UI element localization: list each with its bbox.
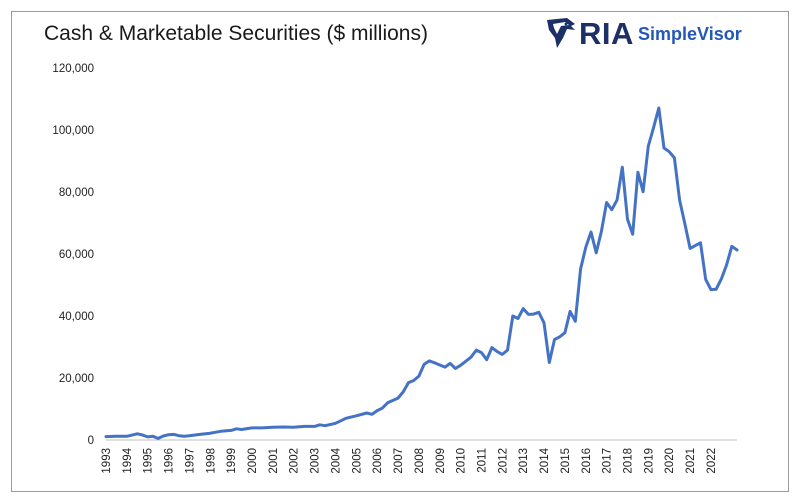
- x-tick-label: 2016: [581, 448, 593, 474]
- brand-logo: RIA SimpleVisor: [545, 16, 745, 52]
- y-tick-label: 60,000: [59, 249, 94, 261]
- x-tick-label: 2002: [289, 448, 301, 474]
- x-tick-label: 2019: [643, 448, 655, 474]
- x-tick-label: 2001: [268, 448, 280, 474]
- x-tick-label: 2010: [456, 448, 468, 474]
- x-tick-label: 2007: [393, 448, 405, 474]
- x-tick-label: 1998: [205, 448, 217, 474]
- x-tick-label: 2020: [664, 448, 676, 474]
- y-tick-label: 40,000: [59, 311, 94, 323]
- series-layer: [104, 106, 739, 440]
- x-tick-label: 2013: [518, 448, 530, 474]
- y-tick-label: 0: [88, 435, 94, 447]
- y-tick-label: 100,000: [52, 125, 94, 137]
- x-tick-label: 2008: [414, 448, 426, 474]
- x-tick-label: 1993: [101, 448, 113, 474]
- x-tick-label: 1997: [184, 448, 196, 474]
- x-tick-label: 1994: [122, 447, 134, 473]
- x-tick-label: 2000: [247, 448, 259, 474]
- x-axis: 1993 1994 1995 1996 1997 1998 1999 2000 2001 2002…: [101, 447, 718, 473]
- x-tick-label: 2014: [539, 447, 551, 473]
- x-tick-label: 2006: [372, 448, 384, 474]
- logo-simplevisor-text: SimpleVisor: [638, 24, 742, 44]
- x-tick-label: 2017: [602, 448, 614, 474]
- x-tick-label: 2015: [560, 448, 572, 474]
- y-axis: 0 20,000 40,000 60,000 80,000 100,000 120,000: [52, 63, 94, 447]
- x-tick-label: 1995: [143, 448, 155, 474]
- series-line: [104, 106, 739, 440]
- logo-ria-text: RIA: [579, 16, 634, 51]
- y-tick-label: 120,000: [52, 63, 94, 75]
- x-tick-label: 2012: [497, 448, 509, 474]
- x-tick-label: 2009: [435, 448, 447, 474]
- chart-title: Cash & Marketable Securities ($ millions…: [44, 22, 428, 45]
- x-tick-label: 1996: [164, 448, 176, 474]
- x-tick-label: 2018: [622, 448, 634, 474]
- y-tick-label: 20,000: [59, 373, 94, 385]
- x-tick-label: 2021: [685, 448, 697, 474]
- y-tick-label: 80,000: [59, 187, 94, 199]
- eagle-head-icon: [547, 18, 575, 48]
- x-tick-label: 2022: [706, 448, 718, 474]
- chart-frame: [11, 11, 789, 492]
- x-tick-label: 2003: [310, 448, 322, 474]
- x-tick-label: 2004: [330, 447, 342, 473]
- x-tick-label: 1999: [226, 448, 238, 474]
- x-tick-label: 2005: [351, 448, 363, 474]
- x-tick-label: 2011: [476, 448, 488, 473]
